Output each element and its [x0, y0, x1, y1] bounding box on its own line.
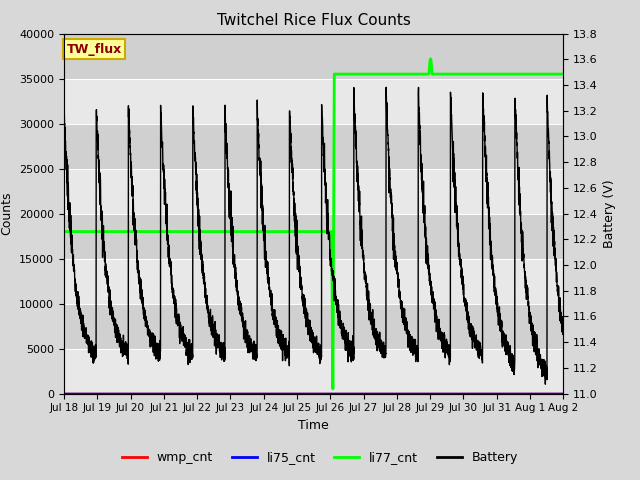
Bar — [64, 123, 563, 168]
Title: Twitchel Rice Flux Counts: Twitchel Rice Flux Counts — [217, 13, 410, 28]
Legend: wmp_cnt, li75_cnt, li77_cnt, Battery: wmp_cnt, li75_cnt, li77_cnt, Battery — [116, 446, 524, 469]
Bar — [64, 79, 563, 123]
Bar — [64, 303, 563, 348]
Bar — [64, 214, 563, 259]
X-axis label: Time: Time — [298, 419, 329, 432]
Bar — [64, 168, 563, 214]
Text: TW_flux: TW_flux — [67, 43, 122, 56]
Bar — [64, 259, 563, 303]
Y-axis label: Counts: Counts — [1, 192, 13, 235]
Y-axis label: Battery (V): Battery (V) — [604, 180, 616, 248]
Bar — [64, 348, 563, 394]
Bar — [64, 34, 563, 79]
